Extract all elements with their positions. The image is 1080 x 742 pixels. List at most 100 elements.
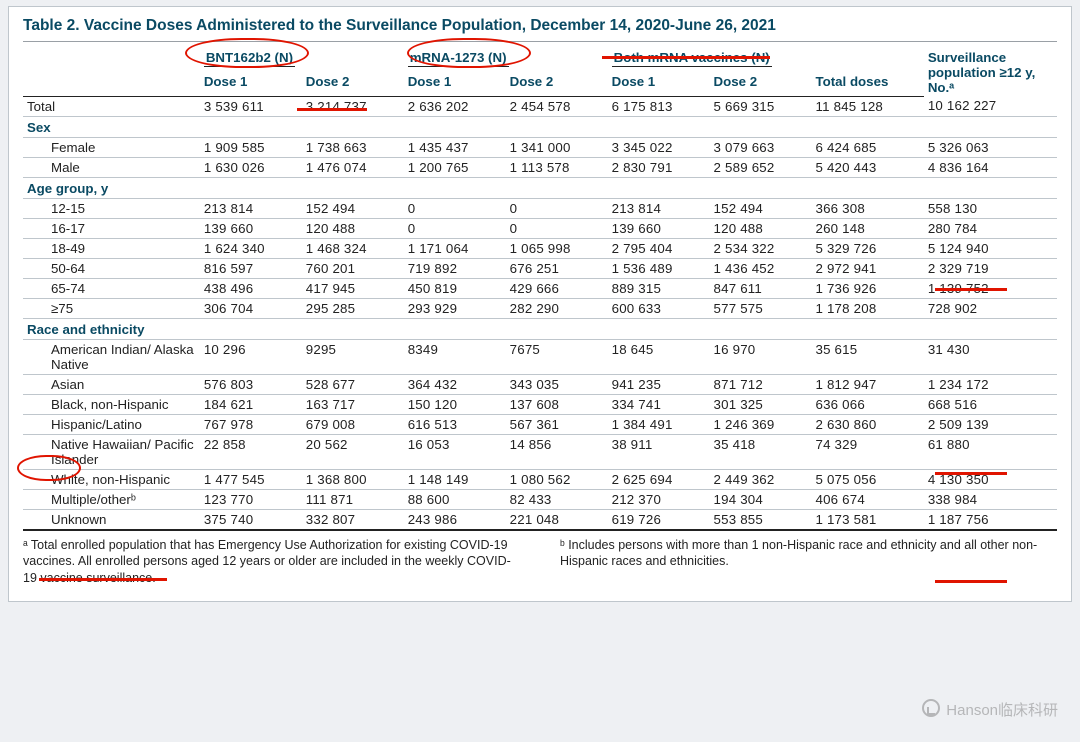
cell: 553 855: [710, 509, 812, 530]
cell: 301 325: [710, 394, 812, 414]
cell: 35 418: [710, 434, 812, 469]
cell: 163 717: [302, 394, 404, 414]
table-row: Asian576 803528 677364 432343 035941 235…: [23, 374, 1057, 394]
cell: 10 162 227: [924, 96, 1057, 116]
row-label: Male: [23, 157, 200, 177]
cell: 1 341 000: [506, 137, 608, 157]
cell: 1 368 800: [302, 469, 404, 489]
table-row: Unknown375 740332 807243 986221 048619 7…: [23, 509, 1057, 530]
cell: 293 929: [404, 298, 506, 318]
footnote-a: ᵃ Total enrolled population that has Eme…: [23, 537, 520, 588]
row-label: Hispanic/Latino: [23, 414, 200, 434]
table-row: Native Hawaiian/ Pacific Islander22 8582…: [23, 434, 1057, 469]
table-card: Table 2. Vaccine Doses Administered to t…: [8, 6, 1072, 602]
cell: 1 234 172: [924, 374, 1057, 394]
cell: 295 285: [302, 298, 404, 318]
table-row: Male1 630 0261 476 0741 200 7651 113 578…: [23, 157, 1057, 177]
table-row: 16-17139 660120 48800139 660120 488260 1…: [23, 218, 1057, 238]
cell: 194 304: [710, 489, 812, 509]
cell: 3 345 022: [608, 137, 710, 157]
cell: 719 892: [404, 258, 506, 278]
cell: 941 235: [608, 374, 710, 394]
cell: 1 200 765: [404, 157, 506, 177]
row-label: 65-74: [23, 278, 200, 298]
cell: 2 972 941: [811, 258, 923, 278]
cell: 767 978: [200, 414, 302, 434]
table-row: ≥75306 704295 285293 929282 290600 63357…: [23, 298, 1057, 318]
table-row: Hispanic/Latino767 978679 008616 513567 …: [23, 414, 1057, 434]
cell: 184 621: [200, 394, 302, 414]
col-mrna-d2: Dose 2: [506, 73, 608, 96]
row-label: 50-64: [23, 258, 200, 278]
cell: 221 048: [506, 509, 608, 530]
cell: 889 315: [608, 278, 710, 298]
cell: 120 488: [710, 218, 812, 238]
table-row: 65-74438 496417 945450 819429 666889 315…: [23, 278, 1057, 298]
cell: 16 970: [710, 339, 812, 374]
cell: 558 130: [924, 198, 1057, 218]
cell: 111 871: [302, 489, 404, 509]
cell: 82 433: [506, 489, 608, 509]
cell: 616 513: [404, 414, 506, 434]
cell: 1 148 149: [404, 469, 506, 489]
cell: 18 645: [608, 339, 710, 374]
row-label: 16-17: [23, 218, 200, 238]
row-label: American Indian/ Alaska Native: [23, 339, 200, 374]
cell: 334 741: [608, 394, 710, 414]
cell: 14 856: [506, 434, 608, 469]
cell: 1 187 756: [924, 509, 1057, 530]
col-total: Total doses: [811, 73, 923, 96]
cell: 0: [506, 218, 608, 238]
row-label: 18-49: [23, 238, 200, 258]
section-header: Sex: [23, 116, 1057, 137]
cell: 429 666: [506, 278, 608, 298]
cell: 6 175 813: [608, 96, 710, 116]
section-header: Race and ethnicity: [23, 318, 1057, 339]
cell: 847 611: [710, 278, 812, 298]
cell: 1 630 026: [200, 157, 302, 177]
cell: 438 496: [200, 278, 302, 298]
cell: 7675: [506, 339, 608, 374]
cell: 61 880: [924, 434, 1057, 469]
table-row: American Indian/ Alaska Native10 2969295…: [23, 339, 1057, 374]
cell: 35 615: [811, 339, 923, 374]
cell: 450 819: [404, 278, 506, 298]
cell: 5 326 063: [924, 137, 1057, 157]
row-label: White, non-Hispanic: [23, 469, 200, 489]
cell: 1 178 208: [811, 298, 923, 318]
cell: 1 477 545: [200, 469, 302, 489]
cell: 16 053: [404, 434, 506, 469]
footnotes: ᵃ Total enrolled population that has Eme…: [23, 531, 1057, 588]
cell: 364 432: [404, 374, 506, 394]
cell: 668 516: [924, 394, 1057, 414]
cell: 213 814: [200, 198, 302, 218]
row-label: Black, non-Hispanic: [23, 394, 200, 414]
cell: 74 329: [811, 434, 923, 469]
row-label: ≥75: [23, 298, 200, 318]
cell: 1 436 452: [710, 258, 812, 278]
vaccine-table: BNT162b2 (N) mRNA-1273 (N) Both mRNA vac…: [23, 42, 1057, 531]
cell: 1 738 663: [302, 137, 404, 157]
cell: 152 494: [302, 198, 404, 218]
row-label: Female: [23, 137, 200, 157]
col-surveillance: Surveillance population ≥12 y, No.ᵃ: [924, 42, 1057, 96]
cell: 212 370: [608, 489, 710, 509]
cell: 11 845 128: [811, 96, 923, 116]
cell: 2 795 404: [608, 238, 710, 258]
cell: 2 509 139: [924, 414, 1057, 434]
watermark: Hanson临床科研: [922, 699, 1058, 720]
cell: 375 740: [200, 509, 302, 530]
cell: 2 329 719: [924, 258, 1057, 278]
cell: 31 430: [924, 339, 1057, 374]
row-label: 12-15: [23, 198, 200, 218]
row-label: Multiple/otherᵇ: [23, 489, 200, 509]
cell: 38 911: [608, 434, 710, 469]
cell: 1 624 340: [200, 238, 302, 258]
cell: 139 660: [608, 218, 710, 238]
cell: 0: [506, 198, 608, 218]
cell: 5 669 315: [710, 96, 812, 116]
cell: 123 770: [200, 489, 302, 509]
cell: 152 494: [710, 198, 812, 218]
cell: 577 575: [710, 298, 812, 318]
cell: 1 476 074: [302, 157, 404, 177]
